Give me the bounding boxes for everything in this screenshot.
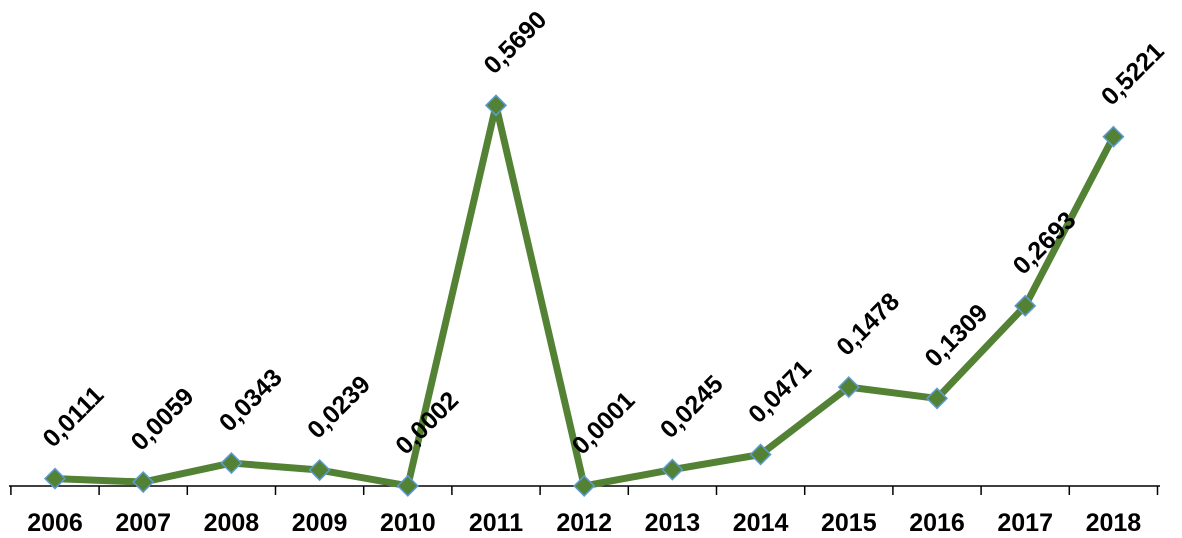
data-point-marker bbox=[484, 94, 508, 117]
data-point-marker bbox=[1102, 125, 1125, 148]
data-label: 0,1309 bbox=[919, 299, 993, 373]
data-point-marker bbox=[749, 443, 772, 466]
x-tick-label: 2017 bbox=[997, 509, 1053, 537]
x-tick-label: 2012 bbox=[556, 509, 612, 537]
data-point-marker bbox=[837, 376, 860, 399]
data-label: 0,0059 bbox=[126, 382, 200, 456]
x-tick-labels: 2006 2007 2008 2009 2010 2011 2012 2013 2014 2015… bbox=[27, 509, 1141, 537]
x-tick-label: 2013 bbox=[645, 509, 701, 537]
data-point-marker bbox=[396, 474, 419, 497]
x-tick-label: 2018 bbox=[1086, 509, 1142, 537]
x-tick-label: 2007 bbox=[115, 509, 171, 537]
x-tick-label: 2010 bbox=[380, 509, 436, 537]
data-label: 0,5221 bbox=[1096, 37, 1170, 111]
x-tick-label: 2015 bbox=[821, 509, 877, 537]
x-tick-label: 2006 bbox=[27, 509, 83, 537]
x-tick-label: 2008 bbox=[204, 509, 260, 537]
data-point-marker bbox=[220, 451, 243, 475]
data-point-marker bbox=[43, 467, 67, 490]
data-point-marker bbox=[925, 387, 949, 410]
data-labels-group: 0,0111 0,0059 0,0343 0,0239 0,00020,56900,00… bbox=[37, 6, 1169, 460]
data-label: 0,0001 bbox=[567, 386, 641, 460]
markers-group bbox=[43, 94, 1125, 497]
data-label: 0,5690 bbox=[478, 6, 552, 80]
data-point-marker bbox=[308, 458, 331, 482]
data-label: 0,0245 bbox=[655, 370, 729, 444]
x-tick-label: 2011 bbox=[469, 509, 523, 537]
data-point-marker bbox=[132, 470, 155, 494]
data-label: 0,1478 bbox=[831, 287, 905, 361]
data-point-marker bbox=[1014, 294, 1037, 317]
x-tick-label: 2009 bbox=[292, 509, 348, 537]
data-label: 0,0343 bbox=[214, 363, 288, 437]
data-label: 0,0111 bbox=[37, 381, 109, 453]
data-label: 0,0239 bbox=[302, 370, 376, 444]
data-point-marker bbox=[573, 474, 596, 497]
data-point-marker bbox=[661, 458, 684, 481]
x-tick-label: 2016 bbox=[909, 509, 965, 537]
x-tick-label: 2014 bbox=[733, 509, 789, 537]
